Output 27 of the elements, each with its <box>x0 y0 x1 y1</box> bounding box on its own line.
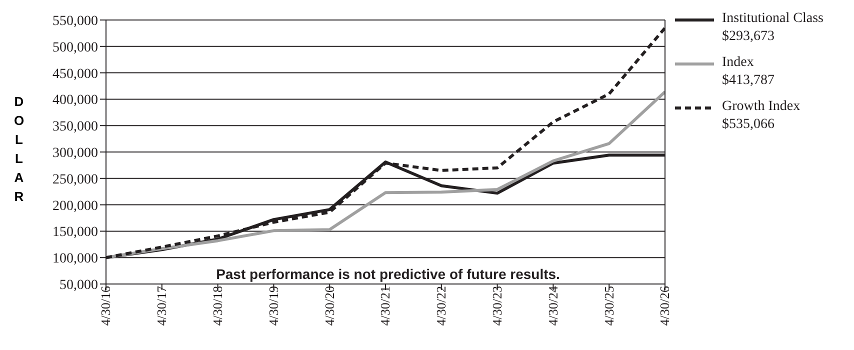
y-tick-label: 300,000 <box>52 146 98 161</box>
x-tick-label: 4/30/24 <box>545 286 560 326</box>
y-tick-label: 400,000 <box>52 93 98 108</box>
legend-label: Growth Index $535,066 <box>722 98 800 134</box>
y-tick-label: 50,000 <box>60 278 98 293</box>
legend-label: Index $413,787 <box>722 54 774 90</box>
y-tick-label: 250,000 <box>52 172 98 188</box>
y-tick-label: 100,000 <box>52 252 98 267</box>
x-tick-label: 4/30/26 <box>657 286 672 326</box>
x-tick-label: 4/30/20 <box>322 286 337 326</box>
x-tick-label: 4/30/23 <box>490 286 505 326</box>
x-tick-label: 4/30/25 <box>601 286 616 326</box>
y-tick-label: 350,000 <box>52 120 98 135</box>
y-tick-label: 550,000 <box>52 14 98 29</box>
x-tick-label: 4/30/21 <box>378 286 393 326</box>
x-tick-label: 4/30/17 <box>154 286 170 326</box>
annotation: Past performance is not predictive of future results. <box>215 266 561 282</box>
x-tick-label: 4/30/19 <box>266 286 281 326</box>
y-tick-label: 150,000 <box>52 225 98 240</box>
x-tick-label: 4/30/22 <box>434 286 449 326</box>
x-tick-label: 4/30/18 <box>210 286 226 326</box>
x-tick-label: 4/30/16 <box>98 286 114 326</box>
legend-label: Institutional Class $293,673 <box>722 10 824 46</box>
y-tick-label: 500,000 <box>52 40 98 56</box>
y-axis-title: DOLLAR <box>12 93 26 206</box>
y-tick-label: 200,000 <box>52 198 98 214</box>
y-tick-label: 450,000 <box>52 66 98 82</box>
